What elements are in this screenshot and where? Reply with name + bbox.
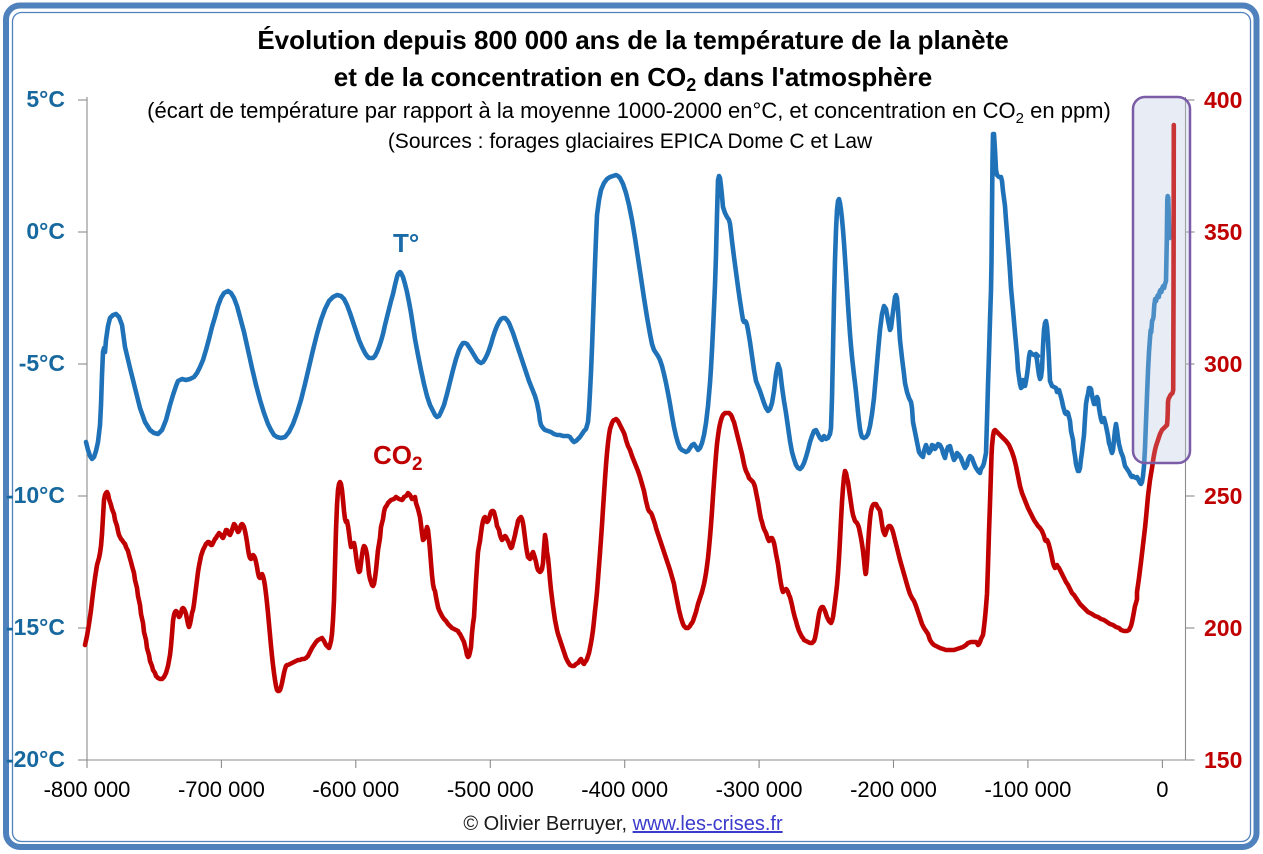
svg-text:(écart de température par rapp: (écart de température par rapport à la m… (147, 98, 1111, 127)
svg-text:-700 000: -700 000 (178, 777, 265, 802)
svg-text:-100 000: -100 000 (984, 777, 1071, 802)
svg-text:-15°C: -15°C (6, 614, 65, 640)
svg-text:0°C: 0°C (26, 218, 65, 244)
svg-text:250: 250 (1204, 483, 1242, 509)
svg-text:-5°C: -5°C (19, 350, 65, 376)
svg-text:T°: T° (393, 228, 419, 258)
svg-text:-400 000: -400 000 (581, 777, 668, 802)
svg-text:-10°C: -10°C (6, 482, 65, 508)
svg-text:400: 400 (1204, 87, 1242, 113)
svg-text:-500 000: -500 000 (447, 777, 534, 802)
svg-text:-300 000: -300 000 (716, 777, 803, 802)
svg-text:et de la concentration en CO2: et de la concentration en CO2 dans l'atm… (334, 62, 932, 95)
svg-text:200: 200 (1204, 615, 1242, 641)
svg-text:-20°C: -20°C (6, 746, 65, 772)
svg-text:© Olivier Berruyer, www.les-c: © Olivier Berruyer, www.les-crises.fr (463, 813, 783, 835)
svg-text:-600 000: -600 000 (312, 777, 399, 802)
svg-text:-200 000: -200 000 (850, 777, 937, 802)
svg-text:-800 000: -800 000 (44, 777, 131, 802)
svg-text:0: 0 (1156, 777, 1168, 802)
svg-text:150: 150 (1204, 747, 1242, 773)
svg-text:300: 300 (1204, 351, 1242, 377)
svg-text:(Sources : forages glaciaires: (Sources : forages glaciaires EPICA Dome… (388, 130, 873, 153)
svg-text:350: 350 (1204, 219, 1242, 245)
svg-text:5°C: 5°C (26, 86, 65, 112)
svg-text:Évolution depuis 800 000 ans d: Évolution depuis 800 000 ans de la tempé… (257, 25, 1008, 55)
svg-text:CO2: CO2 (373, 440, 423, 475)
